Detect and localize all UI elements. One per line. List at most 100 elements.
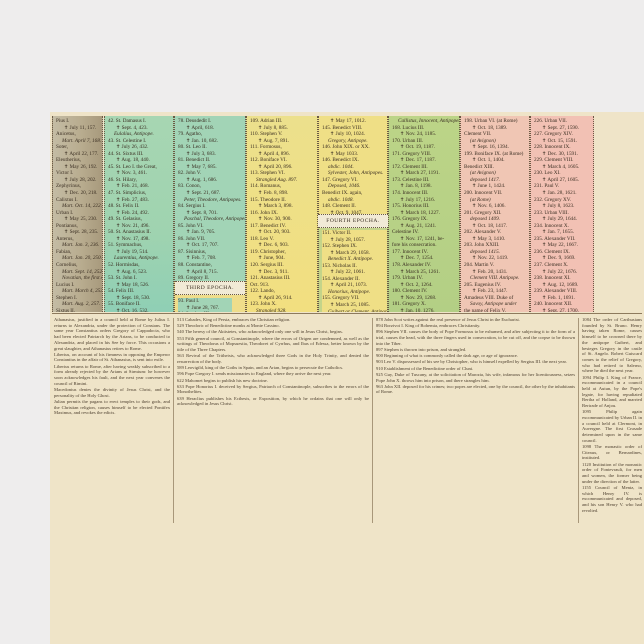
note-paragraph: 1098 The monastic order of Citeaux, or B…	[582, 443, 642, 461]
pope-column-4: 109. Adrian III. ✝ July 8, 885. 110. Steph…	[246, 116, 318, 312]
pope-entry: 86. John VII.	[178, 235, 206, 242]
pope-entry: ✝ Nov. 6, 1406.	[472, 203, 506, 210]
pope-entry: ✝ Feb. 20, 1431.	[472, 268, 508, 275]
pope-entry: 54. Felix III.	[108, 288, 135, 295]
pope-entry: ✝ Nov. 17, 1241, be-	[400, 235, 445, 242]
pope-entry: 145. Benedict VIII.	[322, 124, 363, 131]
pope-entry: ✝ July 26, 432.	[116, 144, 149, 151]
pope-entry: ✝ July 3, 683.	[186, 150, 216, 157]
pope-entry: 113. Stephen VI.	[250, 170, 285, 177]
pope-entry: Callistus, Innocent, Antipopes.	[398, 118, 460, 124]
pope-entry: 85. John VI.	[178, 222, 204, 229]
pope-entry: ✝ June 1, 1424.	[472, 183, 506, 190]
note-paragraph: 513 Cabades, King of Persia, embraces th…	[177, 317, 291, 322]
pope-entry: 87. Sisinnius,	[178, 248, 207, 255]
notes-column-1: Athanasius, justified in a council held …	[54, 317, 170, 416]
pope-entry: ✝ July 22, 1676.	[542, 268, 578, 275]
pope-entry: ✝ March 4, 1605.	[542, 163, 580, 170]
pope-entry: 181. Gregory X.	[392, 301, 426, 308]
pope-entry: 201. Gregory XII.	[464, 209, 502, 216]
pope-entry: ✝ July 8, 1623.	[542, 203, 575, 210]
pope-entry: ✝ April 26, 914.	[258, 294, 293, 301]
pope-entry: ✝ March 18, 1227.	[400, 209, 440, 216]
pope-entry: 175. Honorius III.	[392, 203, 430, 210]
pope-entry: ✝ May 7, 685.	[186, 163, 217, 170]
note-paragraph: 1084 The order of Carthusians founded by…	[582, 317, 642, 374]
pope-entry: ✝ Jan. 10, 682.	[186, 137, 219, 144]
pope-entry: 51. Symmachus,	[108, 242, 143, 249]
pope-entry: 122. Lando,	[250, 288, 275, 295]
pope-entry: Gregory, Antipope.	[328, 137, 368, 144]
pope-entry: ✝ Dec. 3, 911.	[258, 268, 289, 275]
pope-entry: Mart. Jan. 20, 250.	[62, 255, 102, 262]
pope-entry: ✝ Jan. 28, 1621.	[542, 190, 577, 197]
note-paragraph: 622 Mahomet begins to publish his new do…	[177, 377, 268, 383]
pope-entry: Anterus,	[56, 235, 74, 242]
pope-entry: 44. St. Sixtus III.	[108, 150, 144, 157]
pope-entry: 173. Celestine III.	[392, 176, 430, 183]
note-paragraph: 900 Beginning of what is commonly called…	[376, 353, 518, 359]
pope-column-7: 198. Urban VI. (at Rome) ✝ Oct. 18, 1389.…	[460, 116, 530, 312]
pope-entry: ✝ Aug. 21, 1241.	[400, 222, 437, 229]
pope-entry: fore his consecration.	[392, 242, 437, 249]
pope-entry: ✝ Nov. 3, 461.	[116, 170, 148, 177]
note-paragraph: 894 Borzivoi I. King of Bohemia, embrace…	[376, 323, 481, 329]
pope-entry: 168. Lucius III.	[392, 124, 425, 131]
pope-entry: Strangled 928.	[256, 307, 287, 312]
pope-entry: ✝ Oct. 18, 1389.	[472, 124, 508, 131]
pope-entry: 147. Gregory VI.	[322, 176, 358, 183]
pope-entry: Eleutherius,	[56, 157, 81, 164]
pope-entry: Amadeus VIII. Duke of	[464, 294, 514, 301]
note-paragraph: 910 Establishment of the Benedictine ord…	[376, 365, 474, 371]
pope-entry: 176. Gregory IX.	[392, 216, 428, 223]
pope-entry: 89. Gregory II.	[178, 275, 210, 282]
pope-entry: ✝ May 25, 230.	[64, 216, 98, 223]
pope-entry: 171. Gregory VIII.	[392, 150, 432, 157]
pope-entry: ✝ April 8, 715.	[186, 268, 218, 275]
pope-entry: Strangled Aug. 897.	[256, 176, 298, 183]
pope-entry: 205. Eugenius IV.	[464, 281, 502, 288]
pope-entry: deposed 1409.	[470, 216, 500, 223]
pope-entry: ✝ Feb. 21, 468.	[116, 183, 149, 190]
pope-entry: ✝ June 28, 767.	[186, 304, 220, 311]
pope-entry: ✝ March 25, 1261.	[400, 268, 440, 275]
pope-entry: 121. Anastasius III.	[250, 275, 291, 282]
pope-entry: Benedict IX. again,	[322, 190, 363, 197]
note-paragraph: 639 Heraclius publishes his Ecthesis, or…	[177, 395, 369, 407]
pope-entry: deposed 1417.	[470, 176, 500, 183]
pope-entry: ✝ March 25, 1085.	[330, 302, 370, 309]
pope-entry: 204. Martin V.	[464, 262, 495, 269]
pope-entry: ✝ June, 904.	[258, 255, 285, 262]
pope-entry: 153. Nicholas II.	[322, 262, 357, 269]
pope-entry: 237. Clement X.	[534, 262, 569, 269]
note-paragraph: Liberius returns to Rome, after having w…	[54, 363, 170, 386]
pope-entry: Calixtus I.	[56, 196, 78, 203]
pope-entry: Benedict XIII.	[464, 163, 494, 170]
pope-entry: 114. Romanus,	[250, 183, 282, 190]
pope-entry: Deposed, 1046.	[328, 183, 361, 190]
pope-entry: Mart. Oct. 14, 222.	[62, 203, 102, 210]
pope-entry: ✝ Nov. 17, 498.	[116, 235, 150, 242]
pope-entry: ✝ Aug. 12, 1689.	[542, 281, 579, 288]
pope-entry: ✝ Feb. 1, 1691.	[542, 294, 575, 301]
pope-entry: 146. Benedict IX.	[322, 157, 359, 164]
pope-entry: ✝ May 1033.	[330, 150, 359, 157]
note-paragraph: 1155 Council of Mentz, in which Henry IV…	[582, 484, 642, 513]
pope-entry: ✝ Dec. 30, 1591.	[542, 150, 579, 157]
pope-entry: ✝ Oct. 2, 1264.	[400, 281, 433, 288]
pope-entry: (at Avignon)	[470, 137, 496, 144]
pope-entry: Stephen I.	[56, 294, 78, 301]
pope-entry: ✝ Oct. 16, 532.	[116, 307, 149, 312]
pope-entry: 120. Sergius III.	[250, 262, 284, 269]
notes-column-3: 878 John Scot writes against the real pr…	[376, 317, 575, 396]
pope-entry: ✝ Jan. 8, 1198.	[400, 183, 432, 190]
pope-entry: ✝ Aug. 18, 440.	[116, 157, 150, 164]
section-divider	[52, 313, 642, 314]
pope-entry: Anicetus,	[56, 131, 76, 138]
pope-entry: ✝ Sept. 21, 687.	[186, 190, 221, 197]
pope-entry: ✝ Oct. 20, 903.	[258, 229, 291, 236]
pope-entry: 118. Leo V.	[250, 235, 274, 242]
pope-entry: 45. St. Leo I. the Great,	[108, 163, 157, 170]
pope-entry: Laurentius, Antipope.	[114, 255, 159, 262]
pope-entry: 179. Urban IV.	[392, 275, 423, 282]
